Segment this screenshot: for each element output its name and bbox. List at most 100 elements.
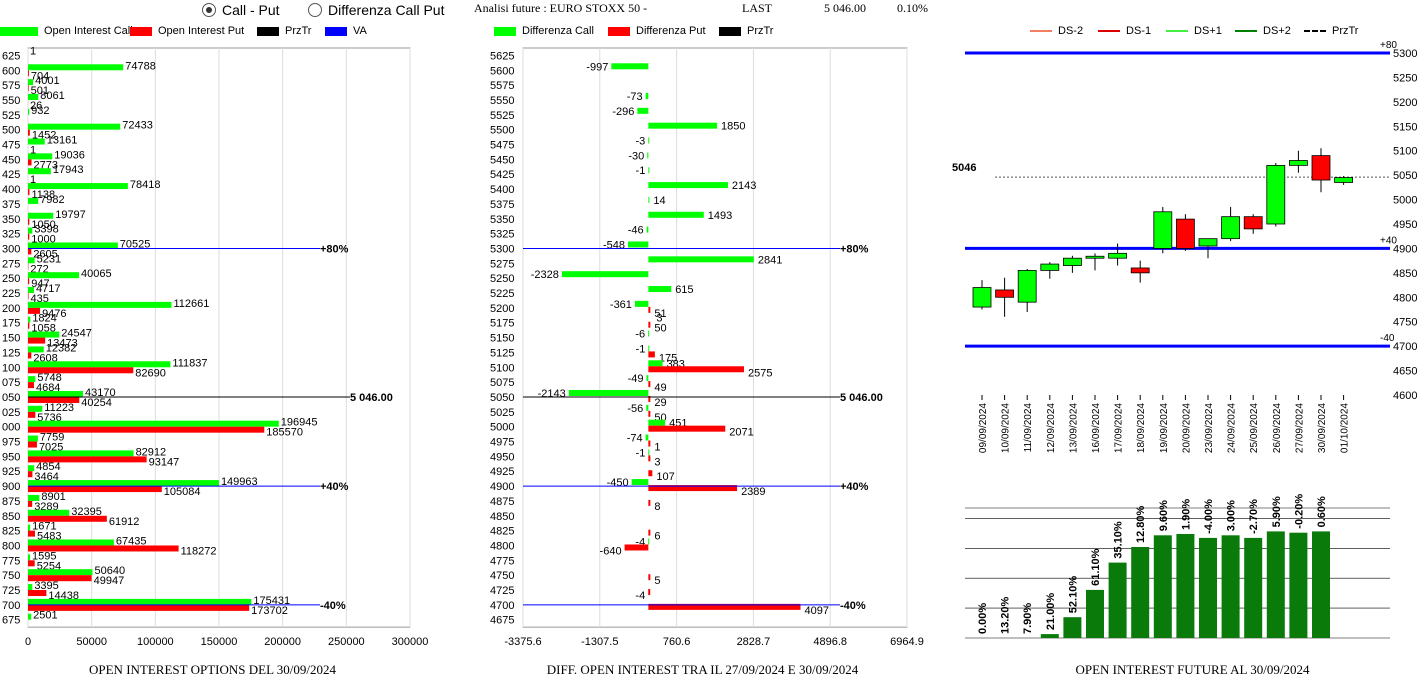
future-oi-label: 7.90% — [1022, 603, 1034, 634]
level-label: -40% — [320, 600, 346, 612]
diff-call-label: -6 — [635, 329, 645, 341]
candle-body — [1085, 255, 1105, 259]
y-tick-label: 5575 — [490, 80, 514, 92]
y-tick-label: 4750 — [1393, 317, 1417, 329]
future-oi-label: 0.60% — [1316, 496, 1328, 527]
x-tick-label: 12/09/2024 — [1046, 403, 1057, 453]
y-tick-label: 4925 — [490, 466, 514, 478]
diff-call-label: 615 — [675, 284, 693, 296]
legend-diff-prztr-label: PrzTr — [747, 25, 774, 37]
y-tick-label: 975 — [2, 437, 20, 449]
call-value-label: 5748 — [37, 372, 61, 384]
future-oi-bar — [1289, 532, 1308, 638]
y-tick-label: 4600 — [1393, 390, 1417, 402]
y-tick-label: 5400 — [490, 184, 514, 196]
call-bar — [28, 123, 121, 130]
y-tick-label: 900 — [2, 481, 20, 493]
radio-call-put-label: Call - Put — [222, 2, 280, 18]
x-tick-label: 18/09/2024 — [1136, 403, 1147, 453]
legend-oi-prztr-label: PrzTr — [285, 25, 312, 37]
diff-call-bar — [646, 375, 649, 382]
future-chart-title: OPEN INTEREST FUTURE AL 30/09/2024 — [1075, 662, 1310, 677]
y-tick-label: 050 — [2, 392, 20, 404]
call-bar — [28, 613, 32, 620]
diff-call-bar — [646, 226, 649, 233]
y-tick-label: 4700 — [1393, 341, 1417, 353]
call-value-label: 24547 — [61, 328, 92, 340]
diff-put-label: 2389 — [741, 486, 765, 498]
y-tick-label: 5050 — [490, 392, 514, 404]
put-bar — [28, 456, 147, 463]
candle-body — [1221, 216, 1241, 240]
radio-unselected-icon[interactable] — [308, 3, 322, 17]
candle-body — [1130, 267, 1150, 274]
x-tick-label: -3375.6 — [504, 636, 541, 648]
radio-call-put[interactable]: Call - Put — [202, 2, 280, 18]
diff-call-label: -30 — [628, 150, 644, 162]
x-tick-label: 17/09/2024 — [1114, 403, 1125, 453]
diff-call-label: -46 — [628, 225, 644, 237]
put-bar — [28, 159, 32, 166]
future-oi-label: 3.00% — [1226, 500, 1238, 531]
legend-prztr: PrzTr — [1304, 25, 1358, 37]
call-bar — [28, 168, 51, 175]
call-value-label: 5231 — [37, 253, 61, 265]
radio-selected-icon[interactable] — [202, 3, 216, 17]
put-bar — [28, 515, 107, 522]
call-value-label: 74788 — [125, 60, 156, 72]
x-tick-label: 01/10/2024 — [1340, 403, 1351, 453]
candle-body — [1243, 216, 1263, 230]
x-tick-label: 23/09/2024 — [1204, 403, 1215, 453]
diff-call-label: -1 — [636, 165, 646, 177]
call-value-label: 12382 — [46, 342, 77, 354]
y-tick-label: 4700 — [490, 600, 514, 612]
call-value-label: 8901 — [41, 491, 65, 503]
call-value-label: 72433 — [122, 120, 153, 132]
call-bar — [28, 316, 31, 323]
radio-diff-call-put[interactable]: Differenza Call Put — [308, 2, 444, 18]
call-bar — [28, 494, 40, 501]
call-value-label: 8061 — [40, 90, 64, 102]
legend-ds-plus2-label: DS+2 — [1263, 25, 1291, 37]
diff-put-bar — [624, 544, 649, 551]
diff-call-bar — [647, 152, 649, 159]
put-value-label: 1 — [30, 145, 36, 157]
candle-body — [972, 287, 992, 308]
call-bar — [28, 272, 80, 279]
radio-diff-label: Differenza Call Put — [328, 2, 445, 18]
call-value-label: 32395 — [71, 506, 102, 518]
call-value-label: 932 — [31, 105, 49, 117]
call-bar — [28, 524, 31, 531]
call-bar — [28, 554, 31, 561]
put-value-label: 1050 — [31, 219, 55, 231]
call-bar — [28, 405, 43, 412]
level-label: 5 046.00 — [350, 392, 393, 404]
future-oi-label: 35.10% — [1113, 521, 1125, 559]
call-value-label: 196945 — [281, 417, 318, 429]
x-tick-label: 20/09/2024 — [1181, 403, 1192, 453]
y-tick-label: 100 — [2, 362, 20, 374]
candle-body — [995, 289, 1014, 298]
put-bar — [28, 367, 134, 374]
diff-call-label: 2143 — [732, 180, 756, 192]
diff-call-label: -450 — [607, 477, 629, 489]
y-tick-label: 5025 — [490, 407, 514, 419]
y-tick-label: 5325 — [490, 229, 514, 241]
diff-put-bar — [648, 321, 651, 328]
x-tick-label: 250000 — [328, 636, 365, 648]
diff-call-label: 1493 — [708, 210, 732, 222]
diff-put-bar — [648, 455, 651, 462]
y-tick-label: 725 — [2, 585, 20, 597]
call-bar — [28, 257, 35, 264]
put-bar — [28, 530, 35, 537]
diff-put-label: 5 — [654, 575, 660, 587]
legend-oi-put-label: Open Interest Put — [158, 25, 245, 37]
legend-ds-plus1-line — [1166, 30, 1188, 32]
put-bar — [28, 322, 30, 329]
y-tick-label: 5175 — [490, 318, 514, 330]
candle-body — [1311, 155, 1331, 181]
diff-call-bar — [631, 479, 649, 486]
y-tick-label: 5300 — [1393, 48, 1417, 60]
call-value-label: 13161 — [47, 135, 78, 147]
